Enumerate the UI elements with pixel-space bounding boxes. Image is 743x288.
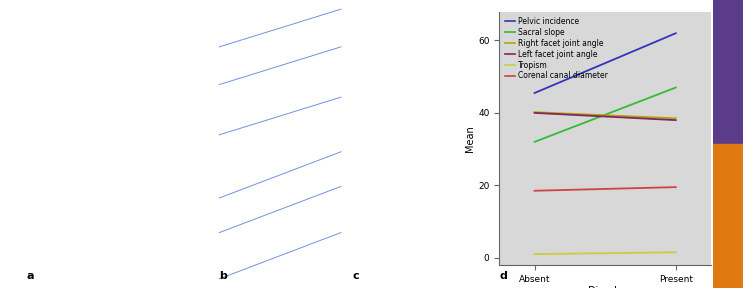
Bar bbox=[713, 0, 743, 144]
X-axis label: Dimple: Dimple bbox=[588, 287, 623, 288]
Bar bbox=[713, 144, 743, 288]
Text: c: c bbox=[353, 271, 360, 281]
Text: Dimple of Venus
Negative: Dimple of Venus Negative bbox=[7, 187, 19, 245]
Text: a: a bbox=[26, 271, 33, 281]
Text: Dimple of Venus
Positive: Dimple of Venus Positive bbox=[7, 43, 19, 101]
Legend: Pelvic incidence, Sacral slope, Right facet joint angle, Left facet joint angle,: Pelvic incidence, Sacral slope, Right fa… bbox=[503, 15, 609, 82]
Y-axis label: Mean: Mean bbox=[465, 125, 476, 151]
Text: b: b bbox=[219, 271, 227, 281]
Text: d: d bbox=[499, 271, 507, 281]
